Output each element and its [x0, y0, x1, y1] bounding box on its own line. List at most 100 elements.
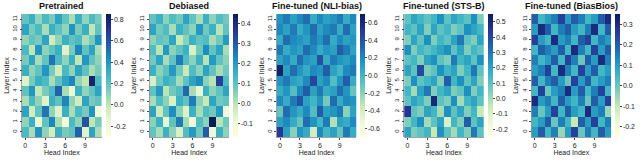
svg-text:3: 3 [394, 98, 400, 102]
svg-text:-0.2: -0.2 [368, 90, 380, 97]
svg-text:2: 2 [267, 108, 273, 112]
svg-text:6: 6 [573, 142, 577, 149]
svg-text:Layer Index: Layer Index [385, 57, 393, 94]
svg-text:0.2: 0.2 [114, 80, 124, 87]
svg-text:Head Index: Head Index [426, 149, 462, 156]
svg-text:9: 9 [394, 36, 400, 40]
svg-text:9: 9 [83, 142, 87, 149]
svg-text:11: 11 [139, 14, 145, 21]
svg-text:5: 5 [139, 77, 145, 81]
svg-text:10: 10 [522, 24, 528, 31]
svg-text:7: 7 [267, 57, 273, 61]
svg-text:7: 7 [394, 57, 400, 61]
svg-text:6: 6 [394, 67, 400, 71]
svg-text:3: 3 [139, 98, 145, 102]
svg-text:9: 9 [12, 36, 18, 40]
svg-text:0: 0 [278, 142, 282, 149]
svg-text:2: 2 [394, 108, 400, 112]
svg-text:0.2: 0.2 [241, 60, 251, 67]
svg-text:7: 7 [139, 57, 145, 61]
svg-text:Head Index: Head Index [171, 149, 207, 156]
svg-text:9: 9 [338, 142, 342, 149]
svg-text:0.0: 0.0 [496, 95, 506, 102]
svg-text:11: 11 [522, 14, 528, 21]
svg-text:5: 5 [522, 77, 528, 81]
svg-text:0: 0 [522, 129, 528, 133]
svg-text:Debiased: Debiased [169, 1, 209, 11]
svg-text:0.8: 0.8 [114, 16, 124, 23]
svg-text:9: 9 [210, 142, 214, 149]
svg-text:Layer Index: Layer Index [258, 57, 266, 94]
svg-text:3: 3 [171, 142, 175, 149]
svg-text:3: 3 [298, 142, 302, 149]
svg-text:4: 4 [12, 88, 18, 92]
svg-text:3: 3 [12, 98, 18, 102]
svg-text:11: 11 [12, 14, 18, 21]
svg-text:3: 3 [553, 142, 557, 149]
svg-text:Layer Index: Layer Index [3, 57, 11, 94]
svg-text:-0.1: -0.1 [496, 110, 508, 117]
svg-text:3: 3 [425, 142, 429, 149]
svg-text:10: 10 [394, 24, 400, 31]
svg-text:0.3: 0.3 [496, 49, 506, 56]
svg-text:0.0: 0.0 [368, 72, 378, 79]
svg-text:0: 0 [533, 142, 537, 149]
svg-text:0.2: 0.2 [496, 64, 506, 71]
svg-text:-0.1: -0.1 [241, 120, 253, 127]
svg-text:7: 7 [522, 57, 528, 61]
svg-text:9: 9 [139, 36, 145, 40]
svg-text:0.5: 0.5 [496, 18, 506, 25]
svg-text:11: 11 [394, 14, 400, 21]
svg-text:0.4: 0.4 [368, 37, 378, 44]
svg-text:8: 8 [267, 47, 273, 51]
svg-text:9: 9 [522, 36, 528, 40]
svg-text:2: 2 [139, 108, 145, 112]
svg-text:3: 3 [267, 98, 273, 102]
svg-text:1: 1 [394, 118, 400, 122]
svg-text:1: 1 [267, 118, 273, 122]
svg-text:9: 9 [267, 36, 273, 40]
svg-text:-0.6: -0.6 [368, 125, 380, 132]
svg-text:10: 10 [12, 24, 18, 31]
svg-text:0.3: 0.3 [241, 40, 251, 47]
svg-text:-0.1: -0.1 [623, 103, 635, 110]
svg-text:5: 5 [12, 77, 18, 81]
svg-text:0: 0 [394, 129, 400, 133]
svg-text:0.4: 0.4 [496, 34, 506, 41]
svg-text:0.6: 0.6 [114, 37, 124, 44]
svg-text:0.2: 0.2 [368, 54, 378, 61]
svg-text:Fine-tuned (STS-B): Fine-tuned (STS-B) [403, 1, 485, 11]
svg-text:0.6: 0.6 [368, 19, 378, 26]
svg-text:-0.2: -0.2 [114, 123, 126, 130]
svg-text:10: 10 [139, 24, 145, 31]
svg-text:0.1: 0.1 [241, 80, 251, 87]
svg-text:6: 6 [445, 142, 449, 149]
svg-text:8: 8 [522, 47, 528, 51]
svg-text:6: 6 [522, 67, 528, 71]
svg-text:9: 9 [593, 142, 597, 149]
svg-text:-0.4: -0.4 [368, 107, 380, 114]
svg-text:1: 1 [12, 118, 18, 122]
svg-text:0.0: 0.0 [241, 100, 251, 107]
svg-text:0.3: 0.3 [623, 21, 633, 28]
svg-text:4: 4 [267, 88, 273, 92]
svg-text:0.0: 0.0 [114, 101, 124, 108]
svg-text:Head Index: Head Index [299, 149, 335, 156]
svg-text:8: 8 [12, 47, 18, 51]
svg-text:Layer Index: Layer Index [512, 57, 520, 94]
svg-text:0: 0 [151, 142, 155, 149]
svg-text:0.1: 0.1 [496, 80, 506, 87]
svg-text:1: 1 [139, 118, 145, 122]
svg-text:Head Index: Head Index [44, 149, 80, 156]
svg-text:Head Index: Head Index [553, 149, 589, 156]
svg-text:4: 4 [522, 88, 528, 92]
svg-text:0.2: 0.2 [623, 41, 633, 48]
svg-text:6: 6 [63, 142, 67, 149]
svg-text:Pretrained: Pretrained [39, 1, 84, 11]
svg-text:0.0: 0.0 [623, 82, 633, 89]
svg-text:10: 10 [267, 24, 273, 31]
svg-text:2: 2 [12, 108, 18, 112]
svg-text:9: 9 [465, 142, 469, 149]
svg-text:7: 7 [12, 57, 18, 61]
svg-text:4: 4 [394, 88, 400, 92]
